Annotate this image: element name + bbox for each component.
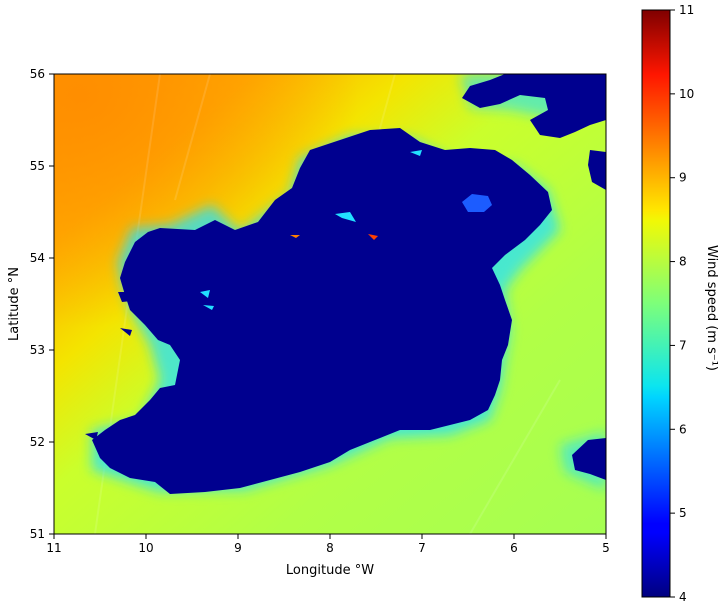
lake-lough-neagh <box>462 194 492 212</box>
land-scotland-east <box>588 150 606 190</box>
land-scotland <box>462 74 606 138</box>
y-axis-label: Latitude °N <box>7 267 22 341</box>
x-tick-label: 5 <box>602 541 610 555</box>
land-wales <box>572 438 606 480</box>
x-tick-label: 9 <box>234 541 242 555</box>
land-ireland <box>92 128 552 494</box>
colorbar-tick-label: 4 <box>679 590 687 604</box>
colorbar: 4 5 6 7 8 9 10 11 Wind speed (m s⁻¹) <box>641 3 719 604</box>
x-tick-label: 8 <box>326 541 334 555</box>
colorbar-tick-label: 7 <box>679 338 687 352</box>
x-tick-label: 11 <box>46 541 61 555</box>
colorbar-gradient <box>642 10 670 597</box>
inland-lakes-small <box>200 150 422 310</box>
colorbar-tick-label: 5 <box>679 506 687 520</box>
colorbar-tick-label: 8 <box>679 255 687 269</box>
y-tick-label: 51 <box>30 527 45 541</box>
colorbar-frame <box>641 9 671 598</box>
x-tick-label: 7 <box>418 541 426 555</box>
y-tick-label: 55 <box>30 159 45 173</box>
colorbar-tick-label: 11 <box>679 3 694 17</box>
x-axis-label: Longitude °W <box>286 563 374 578</box>
colorbar-ticks: 4 5 6 7 8 9 10 11 <box>670 3 694 604</box>
y-axis-ticks: 51 52 53 54 55 56 <box>30 67 54 541</box>
x-axis-ticks: 11 10 9 8 7 6 5 <box>46 534 610 555</box>
y-tick-label: 52 <box>30 435 45 449</box>
y-tick-label: 54 <box>30 251 45 265</box>
x-tick-label: 6 <box>510 541 518 555</box>
colorbar-tick-label: 9 <box>679 171 687 185</box>
colorbar-tick-label: 6 <box>679 422 687 436</box>
colorbar-label: Wind speed (m s⁻¹) <box>704 245 719 371</box>
x-tick-label: 10 <box>138 541 153 555</box>
y-tick-label: 53 <box>30 343 45 357</box>
y-tick-label: 56 <box>30 67 45 81</box>
colorbar-tick-label: 10 <box>679 87 694 101</box>
map-image <box>54 74 606 534</box>
